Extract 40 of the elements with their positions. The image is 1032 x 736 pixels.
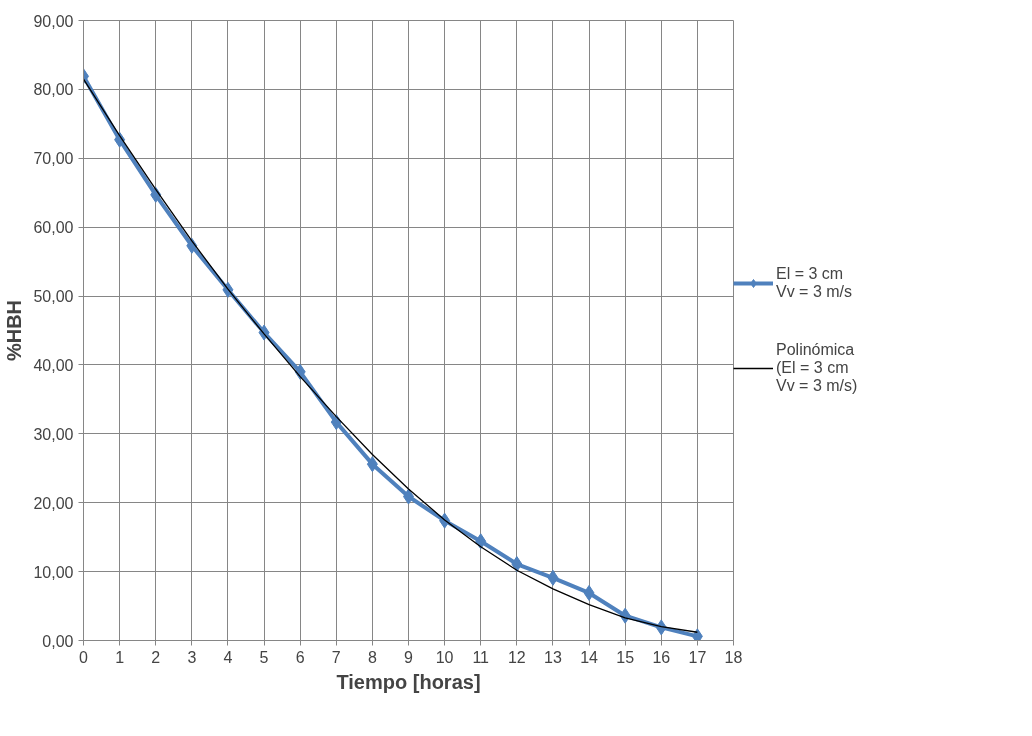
x-tick-label: 16 [652, 648, 671, 666]
y-axis-title: %HBH [3, 299, 26, 362]
point [511, 556, 523, 573]
x-tick-label: 9 [404, 648, 414, 666]
x-tick-label: 18 [724, 648, 743, 666]
y-tick-label: 0,00 [42, 632, 74, 650]
x-tick-label: 0 [79, 648, 89, 666]
x-tick-label: 3 [187, 648, 197, 666]
y-tick-label: 30,00 [33, 425, 74, 443]
x-tick-label: 15 [616, 648, 635, 666]
y-tick-label: 50,00 [33, 288, 74, 306]
point [583, 584, 595, 601]
y-tick-label: 10,00 [33, 563, 74, 581]
y-tick-label: 60,00 [33, 219, 74, 237]
x-tick-label: 14 [580, 648, 599, 666]
x-axis-title: Tiempo [horas] [336, 670, 481, 693]
point [547, 569, 559, 586]
x-tick-label: 7 [331, 648, 341, 666]
point [475, 533, 487, 550]
legend-label: Polinómica (El = 3 cm Vv = 3 m/s) [776, 341, 858, 395]
x-tick-label: 4 [223, 648, 233, 666]
x-tick-label: 2 [151, 648, 161, 666]
y-tick-label: 80,00 [33, 81, 74, 99]
point [366, 456, 378, 473]
x-tick-label: 5 [259, 648, 269, 666]
x-tick-label: 17 [688, 648, 707, 666]
point [691, 628, 703, 641]
y-tick-label: 20,00 [33, 494, 74, 512]
x-tick-label: 1 [115, 648, 125, 666]
point [330, 414, 342, 431]
y-tick-label: 90,00 [33, 12, 74, 30]
x-tick-label: 13 [544, 648, 562, 666]
x-tick-label: 11 [472, 648, 490, 666]
x-tick-label: 12 [507, 648, 526, 666]
x-tick-label: 6 [295, 648, 305, 666]
legend-label: El = 3 cm Vv = 3 m/s [776, 265, 853, 301]
x-tick-label: 8 [367, 648, 377, 666]
y-tick-label: 40,00 [33, 356, 74, 374]
y-tick-label: 70,00 [33, 150, 74, 168]
x-tick-label: 10 [435, 648, 454, 666]
